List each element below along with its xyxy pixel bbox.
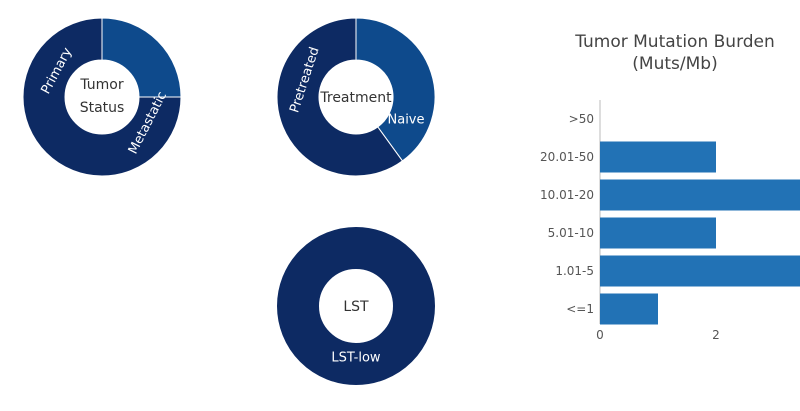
chart-title-line-1: Tumor Mutation Burden bbox=[574, 32, 775, 52]
slice-label-naive: Naive bbox=[388, 113, 425, 128]
donut-center-label: Tumor bbox=[79, 77, 124, 93]
y-tick-label: 5.01-10 bbox=[548, 226, 594, 240]
slice-lst-low bbox=[277, 227, 435, 385]
lst-donut: LST-low LST bbox=[277, 227, 435, 385]
tumor-mutation-burden-chart: Tumor Mutation Burden (Muts/Mb) >50 20.01… bbox=[540, 32, 800, 342]
bar-20-01-50 bbox=[600, 141, 716, 173]
donut-center-label: Treatment bbox=[319, 90, 392, 106]
bar-5-01-10 bbox=[600, 217, 716, 249]
slice-label-lst-low: LST-low bbox=[331, 351, 380, 366]
donut-center-label: Status bbox=[80, 100, 125, 116]
y-tick-label: <=1 bbox=[566, 302, 594, 316]
bar-10-01-20 bbox=[600, 179, 800, 211]
y-tick-label: 1.01-5 bbox=[555, 264, 594, 278]
bar-1-01-5 bbox=[600, 255, 800, 287]
slice-primary bbox=[101, 17, 182, 98]
y-tick-label: 20.01-50 bbox=[540, 150, 594, 164]
chart-title-line-2: (Muts/Mb) bbox=[632, 54, 717, 74]
x-tick-label: 2 bbox=[712, 328, 720, 342]
slice-naive bbox=[276, 17, 404, 177]
y-tick-label: >50 bbox=[569, 112, 594, 126]
x-tick-label: 0 bbox=[596, 328, 604, 342]
bar-1 bbox=[600, 293, 658, 325]
donut-center-label: LST bbox=[343, 299, 369, 315]
slice-metastatic bbox=[22, 17, 182, 177]
y-tick-label: 10.01-20 bbox=[540, 188, 594, 202]
slice-pretreated bbox=[355, 17, 436, 162]
